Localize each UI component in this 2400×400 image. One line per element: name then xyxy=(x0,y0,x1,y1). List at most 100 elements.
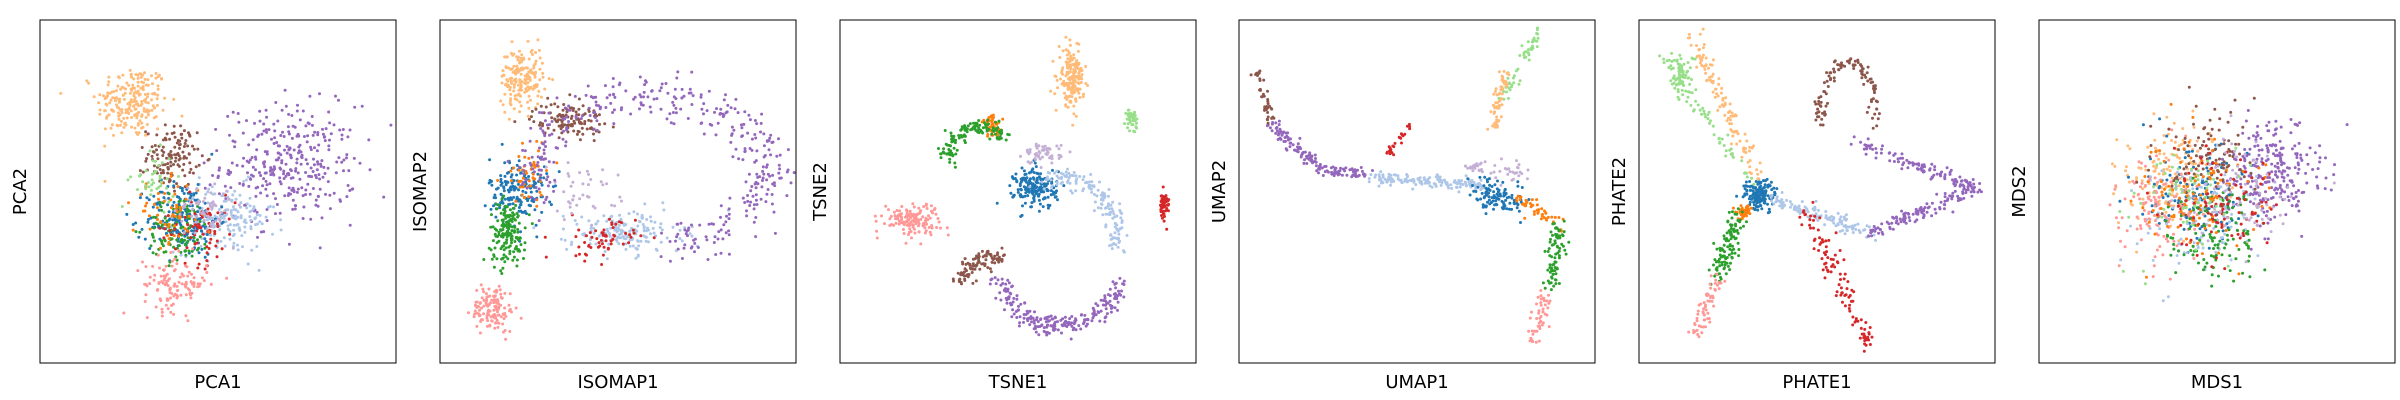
data-point xyxy=(103,109,107,113)
data-point xyxy=(1055,180,1059,184)
data-point xyxy=(719,107,723,111)
data-point xyxy=(1377,184,1381,188)
data-point xyxy=(184,285,188,289)
data-point xyxy=(497,230,501,234)
data-point xyxy=(699,95,703,99)
data-point xyxy=(762,155,766,159)
data-point xyxy=(1535,45,1539,49)
data-point xyxy=(557,124,561,128)
data-point xyxy=(978,123,982,127)
data-point xyxy=(572,129,576,133)
data-point xyxy=(691,94,695,98)
data-point xyxy=(980,249,984,253)
data-point xyxy=(486,324,489,328)
data-point xyxy=(191,207,195,211)
data-point xyxy=(280,161,284,165)
data-point xyxy=(523,226,527,230)
data-point xyxy=(577,107,581,111)
data-point xyxy=(226,224,230,228)
data-point xyxy=(1359,166,1363,169)
data-point xyxy=(1129,111,1132,115)
data-point xyxy=(638,220,642,224)
data-point xyxy=(901,228,905,231)
data-point xyxy=(578,171,582,175)
data-point xyxy=(1029,315,1033,319)
data-point xyxy=(146,132,150,136)
data-point xyxy=(1379,170,1383,174)
data-point xyxy=(1530,48,1533,52)
data-point xyxy=(159,221,162,225)
data-point xyxy=(897,222,901,226)
data-point xyxy=(292,148,296,152)
data-point xyxy=(513,225,517,229)
data-point xyxy=(785,194,789,198)
data-point xyxy=(1036,194,1040,198)
data-point xyxy=(104,102,108,106)
data-point xyxy=(1032,321,1036,325)
data-point xyxy=(587,106,591,110)
data-point xyxy=(151,159,155,163)
data-point xyxy=(1090,187,1093,191)
data-point xyxy=(182,199,186,203)
data-point xyxy=(1532,39,1535,43)
data-point xyxy=(126,108,129,112)
data-point xyxy=(296,187,300,191)
data-point xyxy=(1121,282,1125,286)
data-point xyxy=(1164,209,1168,213)
data-point xyxy=(505,238,509,242)
data-point xyxy=(184,197,188,201)
data-point xyxy=(642,229,646,233)
data-point xyxy=(313,146,316,150)
data-point xyxy=(588,231,592,235)
data-point xyxy=(175,258,179,262)
data-point xyxy=(523,248,526,252)
data-point xyxy=(1097,311,1101,314)
data-point xyxy=(250,173,253,177)
data-point xyxy=(999,298,1003,302)
data-point xyxy=(1064,35,1068,39)
data-point xyxy=(1276,138,1280,141)
data-point xyxy=(340,160,344,164)
data-point xyxy=(328,193,332,197)
data-point xyxy=(205,251,209,255)
data-point xyxy=(224,220,228,224)
data-point xyxy=(237,120,241,124)
data-point xyxy=(577,228,581,232)
data-point xyxy=(505,235,509,239)
data-point xyxy=(523,196,526,200)
data-point xyxy=(164,264,168,268)
data-point xyxy=(130,125,133,129)
data-point xyxy=(501,201,505,205)
data-point xyxy=(491,225,495,229)
data-point xyxy=(295,109,299,113)
data-point xyxy=(228,237,232,241)
data-point xyxy=(544,145,547,148)
data-point xyxy=(1119,227,1123,231)
data-point xyxy=(939,156,943,160)
data-point xyxy=(1406,179,1410,183)
data-point xyxy=(1074,328,1078,332)
data-point xyxy=(773,231,777,235)
data-point xyxy=(1270,129,1274,133)
data-point xyxy=(1071,328,1075,332)
data-point xyxy=(612,122,616,126)
series-brown-2 xyxy=(1249,69,1276,127)
data-point xyxy=(1265,105,1269,108)
data-point xyxy=(502,317,506,321)
data-point xyxy=(255,210,259,214)
data-point xyxy=(116,111,120,115)
series-orange-7 xyxy=(496,139,559,208)
data-point xyxy=(327,110,331,114)
data-point xyxy=(645,218,649,221)
data-point xyxy=(1258,77,1262,81)
data-point xyxy=(1080,69,1084,72)
data-point xyxy=(1101,213,1105,217)
data-point xyxy=(570,114,574,118)
data-point xyxy=(563,123,567,127)
data-point xyxy=(614,222,618,226)
data-point xyxy=(1135,126,1138,130)
data-point xyxy=(1012,312,1016,316)
data-point xyxy=(196,210,199,214)
data-point xyxy=(501,266,505,270)
data-point xyxy=(489,207,493,211)
